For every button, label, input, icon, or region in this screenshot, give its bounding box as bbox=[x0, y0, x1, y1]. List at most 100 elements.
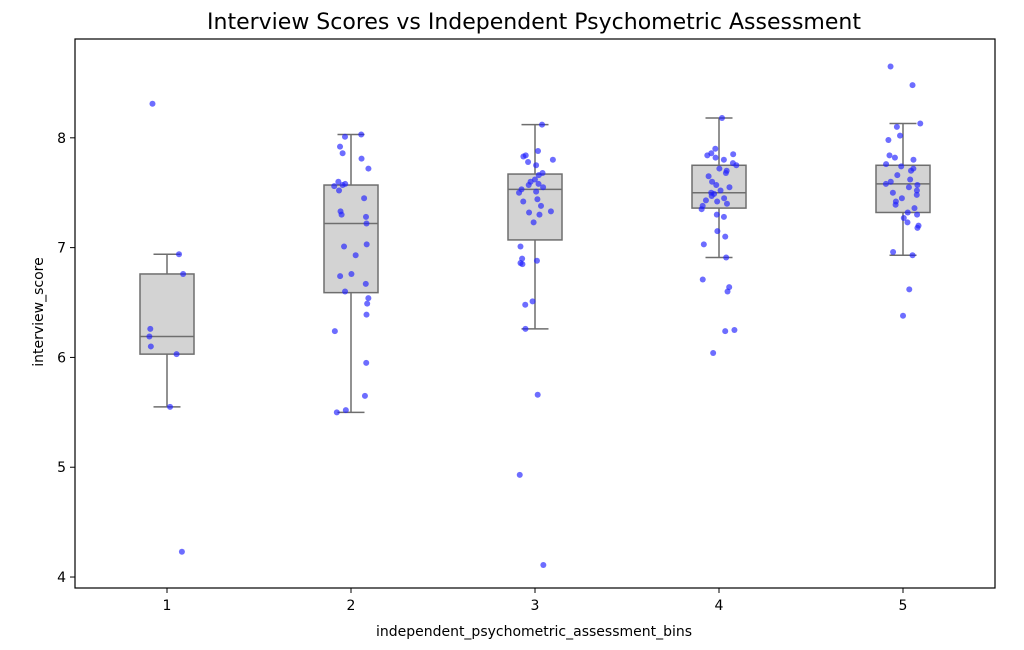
data-point bbox=[331, 328, 338, 335]
data-point bbox=[730, 151, 737, 158]
data-point bbox=[710, 350, 717, 357]
data-point bbox=[341, 133, 348, 140]
data-point bbox=[526, 209, 533, 216]
data-point bbox=[167, 403, 174, 410]
data-point bbox=[704, 152, 711, 159]
data-point bbox=[905, 184, 912, 191]
data-point bbox=[522, 325, 529, 332]
data-point bbox=[909, 252, 916, 259]
data-point bbox=[712, 145, 719, 152]
data-point bbox=[363, 220, 370, 227]
data-point bbox=[897, 132, 904, 139]
x-axis-label: independent_psychometric_assessment_bins bbox=[376, 624, 692, 640]
data-point bbox=[909, 82, 916, 89]
data-point bbox=[339, 150, 346, 157]
data-point bbox=[883, 161, 890, 168]
data-point bbox=[705, 173, 712, 180]
data-point bbox=[726, 184, 733, 191]
data-point bbox=[907, 176, 914, 183]
data-point bbox=[699, 276, 706, 283]
data-point bbox=[362, 280, 369, 287]
y-tick-label: 7 bbox=[57, 241, 66, 257]
data-point bbox=[712, 154, 719, 161]
data-point bbox=[721, 195, 728, 202]
data-point bbox=[894, 172, 901, 179]
data-point bbox=[361, 392, 368, 399]
data-point bbox=[708, 193, 715, 200]
data-point bbox=[522, 301, 529, 308]
data-point bbox=[363, 241, 370, 248]
data-point bbox=[516, 189, 523, 196]
data-point bbox=[698, 206, 705, 213]
data-point bbox=[147, 325, 154, 332]
data-point bbox=[898, 163, 905, 170]
data-point bbox=[337, 273, 344, 280]
data-point bbox=[534, 147, 541, 154]
data-point bbox=[147, 343, 154, 350]
data-point bbox=[914, 182, 921, 189]
data-point bbox=[733, 162, 740, 169]
box-iqr bbox=[507, 173, 563, 241]
chart-title: Interview Scores vs Independent Psychome… bbox=[207, 10, 861, 35]
box-iqr bbox=[875, 164, 931, 214]
x-tick-label: 2 bbox=[347, 598, 356, 614]
data-point bbox=[336, 187, 343, 194]
data-point bbox=[722, 169, 729, 176]
y-tick-label: 6 bbox=[57, 350, 66, 366]
data-point bbox=[534, 391, 541, 398]
data-point bbox=[342, 288, 349, 295]
data-point bbox=[908, 167, 915, 174]
data-point bbox=[365, 165, 372, 172]
data-point bbox=[339, 182, 346, 189]
data-point bbox=[549, 156, 556, 163]
data-point bbox=[891, 154, 898, 161]
data-point bbox=[520, 153, 527, 160]
data-point bbox=[178, 548, 185, 555]
data-point bbox=[540, 561, 547, 568]
data-point bbox=[537, 202, 544, 209]
data-point bbox=[904, 219, 911, 226]
data-point bbox=[331, 183, 338, 190]
data-point bbox=[517, 243, 524, 250]
data-point bbox=[702, 197, 709, 204]
data-point bbox=[731, 326, 738, 333]
data-point bbox=[700, 241, 707, 248]
data-point bbox=[516, 471, 523, 478]
data-point bbox=[173, 351, 180, 358]
data-point bbox=[723, 254, 730, 261]
data-point bbox=[717, 187, 724, 194]
data-point bbox=[714, 228, 721, 235]
data-point bbox=[713, 211, 720, 218]
data-point bbox=[724, 288, 731, 295]
data-point bbox=[900, 214, 907, 221]
data-point bbox=[713, 182, 720, 189]
data-point bbox=[889, 189, 896, 196]
data-point bbox=[904, 209, 911, 216]
data-point bbox=[540, 184, 547, 191]
data-point bbox=[720, 156, 727, 163]
x-tick-label: 1 bbox=[163, 598, 172, 614]
data-point bbox=[146, 333, 153, 340]
y-tick-label: 8 bbox=[57, 131, 66, 147]
box-iqr bbox=[139, 273, 195, 355]
data-point bbox=[361, 195, 368, 202]
data-point bbox=[176, 251, 183, 258]
data-point bbox=[882, 180, 889, 187]
data-point bbox=[906, 286, 913, 293]
data-point bbox=[335, 178, 342, 185]
data-point bbox=[149, 100, 156, 107]
data-point bbox=[348, 270, 355, 277]
data-point bbox=[911, 205, 918, 212]
data-point bbox=[337, 143, 344, 150]
data-point bbox=[529, 298, 536, 305]
data-point bbox=[338, 211, 345, 218]
y-tick-label: 5 bbox=[57, 460, 66, 476]
data-point bbox=[716, 165, 723, 172]
y-axis-label: interview_score bbox=[31, 257, 47, 366]
data-point bbox=[342, 407, 349, 414]
data-point bbox=[358, 155, 365, 162]
data-point bbox=[900, 312, 907, 319]
data-point bbox=[363, 311, 370, 318]
data-point bbox=[364, 300, 371, 307]
data-point bbox=[913, 187, 920, 194]
